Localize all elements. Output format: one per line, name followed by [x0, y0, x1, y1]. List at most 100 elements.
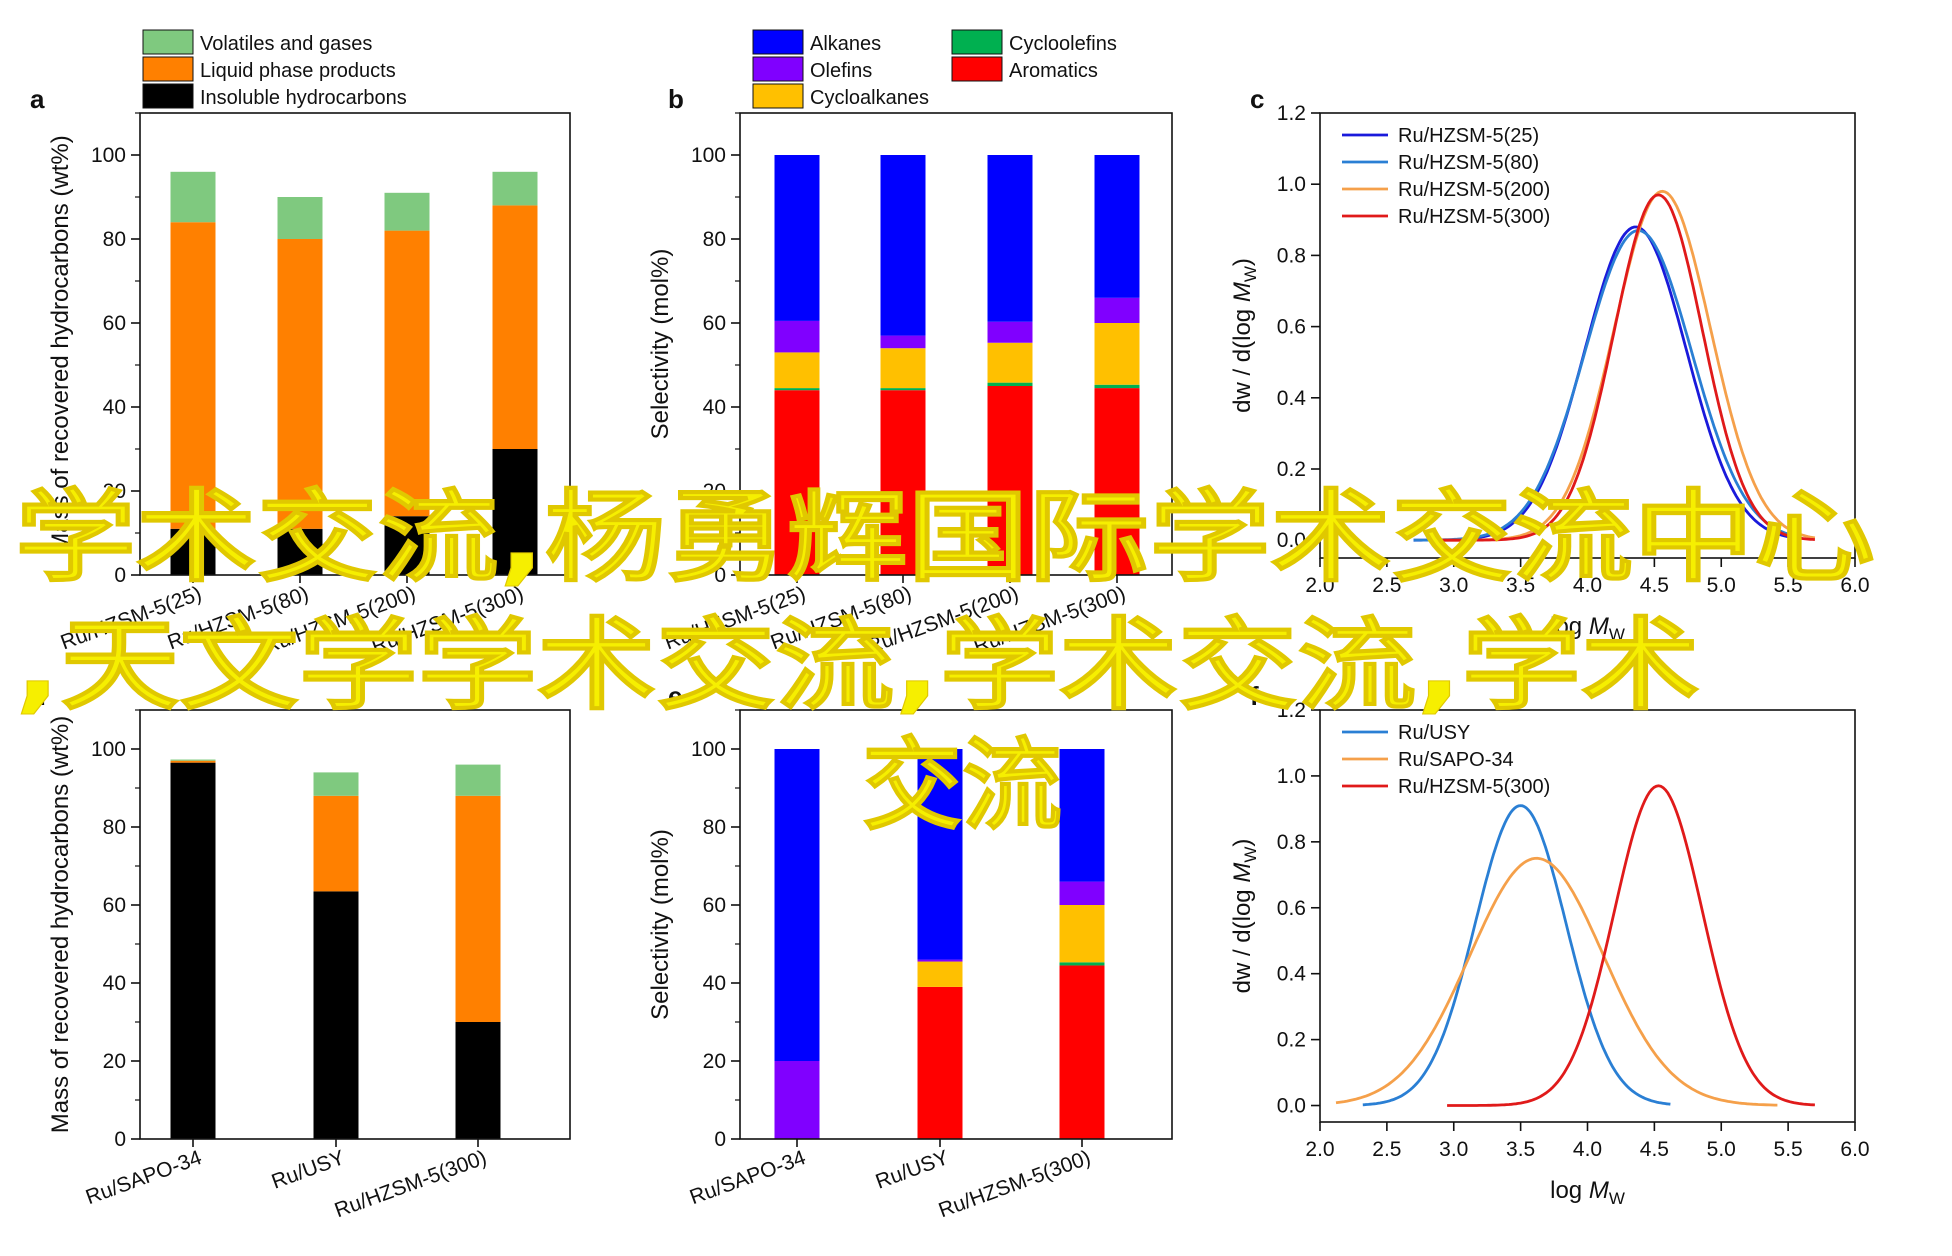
bar-a-0-2 [170, 171, 216, 223]
ylabel-f: dw / d(log MW) [1229, 839, 1260, 994]
bar-a-2-1 [384, 230, 430, 517]
ytick-label-b-1: 20 [703, 480, 726, 503]
bar-b-0-4 [774, 155, 820, 321]
ytick-label-d-5: 100 [91, 738, 126, 761]
bar-e-2-5 [1059, 749, 1105, 882]
xtick-label-e-2: Ru/HZSM-5(300) [936, 1146, 1094, 1222]
bar-e-2-4 [1059, 881, 1105, 905]
ytick-label-e-0: 0 [714, 1128, 726, 1151]
bar-b-3-4 [1094, 155, 1140, 298]
series-line-f-1 [1335, 856, 1778, 1107]
bar-b-1-3 [880, 335, 926, 349]
bar-d-1-0 [313, 891, 359, 1139]
xtick-label-f-7: 5.5 [1774, 1138, 1803, 1161]
panel-f: f 2.0 2.5 3.0 3.5 4.0 4.5 5.0 5.5 6.0 0.0 0.2 0.4 0.6… [1229, 681, 1870, 1208]
ytick-label-d-3: 60 [103, 894, 126, 917]
xtick-label-c-4: 4.0 [1573, 574, 1602, 597]
bar-a-3-2 [492, 171, 538, 206]
bar-b-3-3 [1094, 297, 1140, 323]
bar-a-0-0 [170, 528, 216, 575]
ytick-label-e-3: 60 [703, 894, 726, 917]
xtick-label-f-2: 3.0 [1439, 1138, 1468, 1161]
bar-b-2-4 [987, 155, 1033, 322]
ytick-label-c-5: 1.0 [1277, 173, 1306, 196]
ytick-label-f-3: 0.6 [1277, 897, 1306, 920]
panel-c: c 2.0 2.5 3.0 3.5 4.0 4.5 5.0 5.5 6.0 0.0 0.2 0.4 0.6… [1229, 84, 1870, 644]
ytick-label-a-1: 20 [103, 480, 126, 503]
xtick-label-f-3: 3.5 [1506, 1138, 1535, 1161]
xtick-label-c-8: 6.0 [1840, 574, 1869, 597]
bar-a-1-2 [277, 197, 323, 239]
legend-label-b-3: Cycloolefins [1009, 33, 1117, 55]
plot-frame-a [139, 112, 571, 576]
ylabel-a: Mass of recovered hydrocarbons (wt%) [47, 135, 74, 553]
ytick-label-d-4: 80 [103, 816, 126, 839]
watermark-line-1: 学术交流,杨勇辉国际学术交流中心 [15, 479, 1875, 596]
ytick-label-a-2: 40 [103, 396, 126, 419]
xtick-label-f-1: 2.5 [1372, 1138, 1401, 1161]
ytick-label-d-1: 20 [103, 1050, 126, 1073]
legend-label-a-1: Liquid phase products [200, 60, 396, 82]
legend-swatch-b-1 [752, 56, 804, 82]
bar-b-3-2 [1094, 323, 1140, 385]
bar-b-1-4 [880, 155, 926, 336]
plot-frame-f [1319, 709, 1856, 1123]
bar-d-1-1 [313, 795, 359, 892]
bar-b-2-2 [987, 342, 1033, 383]
bar-e-2-2 [1059, 962, 1105, 966]
series-line-c-3 [1440, 193, 1816, 542]
bar-b-2-1 [987, 382, 1033, 386]
bar-d-1-2 [313, 772, 359, 796]
bar-e-1-4 [917, 959, 963, 962]
ylabel-b: Selectivity (mol%) [647, 249, 674, 440]
bar-a-3-0 [492, 449, 538, 575]
legend-swatch-b-2 [752, 83, 804, 109]
xtick-label-c-0: 2.0 [1305, 574, 1334, 597]
legend-swatch-b-0 [752, 29, 804, 55]
ytick-label-e-2: 40 [703, 972, 726, 995]
ytick-label-d-2: 40 [103, 972, 126, 995]
legend-swatch-a-1 [142, 56, 194, 82]
bar-e-0-5 [774, 749, 820, 1061]
series-line-f-0 [1362, 804, 1671, 1107]
plot-frame-e [739, 709, 1173, 1140]
xtick-label-d-0: Ru/SAPO-34 [83, 1146, 205, 1209]
bar-b-1-1 [880, 388, 926, 391]
xtick-label-c-5: 4.5 [1640, 574, 1669, 597]
legend-label-a-2: Insoluble hydrocarbons [200, 87, 407, 109]
ylabel-e: Selectivity (mol%) [647, 829, 674, 1020]
ytick-label-f-2: 0.4 [1277, 963, 1307, 986]
bar-b-3-0 [1094, 388, 1140, 575]
bar-a-0-1 [170, 222, 216, 529]
panel-label-d: d [30, 681, 46, 711]
ytick-label-e-4: 80 [703, 816, 726, 839]
legend-swatch-b-4 [951, 56, 1003, 82]
bar-e-1-3 [917, 961, 963, 987]
ytick-label-a-0: 0 [114, 564, 126, 587]
bar-d-2-1 [455, 795, 501, 1022]
ylabel-c: dw / d(log MW) [1229, 258, 1260, 413]
xtick-label-e-1: Ru/USY [873, 1146, 952, 1194]
xlabel-f: log MW [1550, 1177, 1625, 1208]
bar-a-2-2 [384, 192, 430, 231]
panel-d: d 0 20 40 60 80 100 Ru/SAPO-34 Ru/USYRu/HZSM-5(3… [30, 681, 571, 1222]
ytick-label-a-3: 60 [103, 312, 126, 335]
xtick-label-c-7: 5.5 [1774, 574, 1803, 597]
plot-frame-b [739, 112, 1173, 576]
ytick-label-b-5: 100 [691, 144, 726, 167]
ytick-label-c-2: 0.4 [1277, 387, 1307, 410]
legend-label-b-4: Aromatics [1009, 60, 1098, 82]
bar-e-1-5 [917, 749, 963, 960]
legend-label-c-1: Ru/HZSM-5(80) [1398, 152, 1539, 174]
xtick-label-c-1: 2.5 [1372, 574, 1401, 597]
legend-label-b-1: Olefins [810, 60, 872, 82]
ytick-label-c-0: 0.0 [1277, 529, 1306, 552]
legend-label-c-0: Ru/HZSM-5(25) [1398, 125, 1539, 147]
legend-label-c-2: Ru/HZSM-5(200) [1398, 179, 1550, 201]
ytick-label-a-5: 100 [91, 144, 126, 167]
ytick-label-b-2: 40 [703, 396, 726, 419]
plot-frame-d [139, 709, 571, 1140]
bar-b-1-0 [880, 390, 926, 575]
panel-label-e: e [668, 681, 682, 711]
